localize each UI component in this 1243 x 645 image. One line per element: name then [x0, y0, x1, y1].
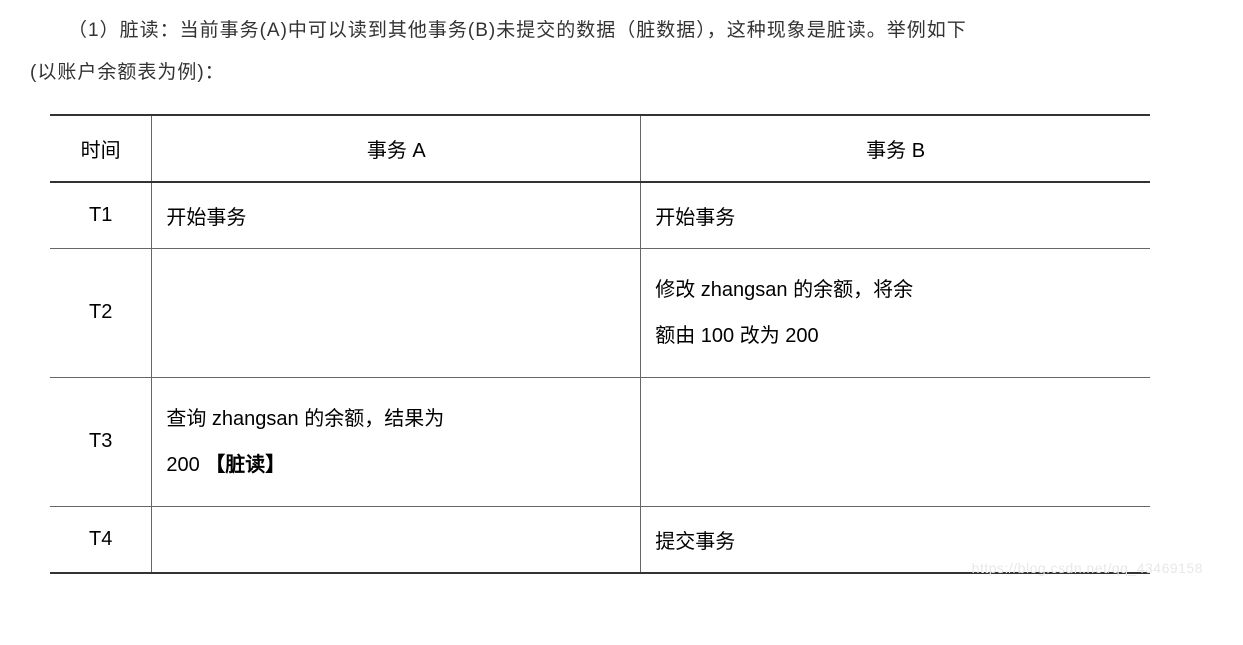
table-header-row: 时间 事务 A 事务 B — [50, 115, 1150, 182]
cell-tx-b: 开始事务 — [641, 182, 1150, 249]
intro-paragraph: （1）脏读：当前事务(A)中可以读到其他事务(B)未提交的数据（脏数据），这种现… — [30, 10, 1213, 94]
cell-tx-b — [641, 377, 1150, 506]
cell-time: T1 — [50, 182, 152, 249]
cell-tx-b: 修改 zhangsan 的余额，将余 额由 100 改为 200 — [641, 248, 1150, 377]
table-row: T3 查询 zhangsan 的余额，结果为 200 【脏读】 — [50, 377, 1150, 506]
dirty-read-table-container: 时间 事务 A 事务 B T1 开始事务 开始事务 T2 修改 zhangsan… — [50, 114, 1213, 574]
table-row: T2 修改 zhangsan 的余额，将余 额由 100 改为 200 — [50, 248, 1150, 377]
intro-line1: （1）脏读：当前事务(A)中可以读到其他事务(B)未提交的数据（脏数据），这种现… — [30, 10, 1213, 52]
cell-line1: 修改 zhangsan 的余额，将余 — [655, 267, 1136, 313]
intro-line2: (以账户余额表为例)： — [30, 52, 1213, 94]
cell-line2: 额由 100 改为 200 — [655, 313, 1136, 359]
cell-time: T3 — [50, 377, 152, 506]
header-time: 时间 — [50, 115, 152, 182]
cell-tx-a — [152, 506, 641, 573]
header-tx-b: 事务 B — [641, 115, 1150, 182]
cell-tx-a: 查询 zhangsan 的余额，结果为 200 【脏读】 — [152, 377, 641, 506]
cell-tx-a: 开始事务 — [152, 182, 641, 249]
cell-value-prefix: 200 — [166, 454, 199, 476]
table-row: T1 开始事务 开始事务 — [50, 182, 1150, 249]
cell-tx-a — [152, 248, 641, 377]
header-tx-a: 事务 A — [152, 115, 641, 182]
cell-line1: 查询 zhangsan 的余额，结果为 — [166, 396, 626, 442]
dirty-read-label: 【脏读】 — [205, 454, 285, 476]
dirty-read-table: 时间 事务 A 事务 B T1 开始事务 开始事务 T2 修改 zhangsan… — [50, 114, 1150, 574]
cell-line2: 200 【脏读】 — [166, 442, 626, 488]
watermark-text: https://blog.csdn.net/qq_43469158 — [972, 560, 1203, 576]
cell-time: T2 — [50, 248, 152, 377]
cell-time: T4 — [50, 506, 152, 573]
